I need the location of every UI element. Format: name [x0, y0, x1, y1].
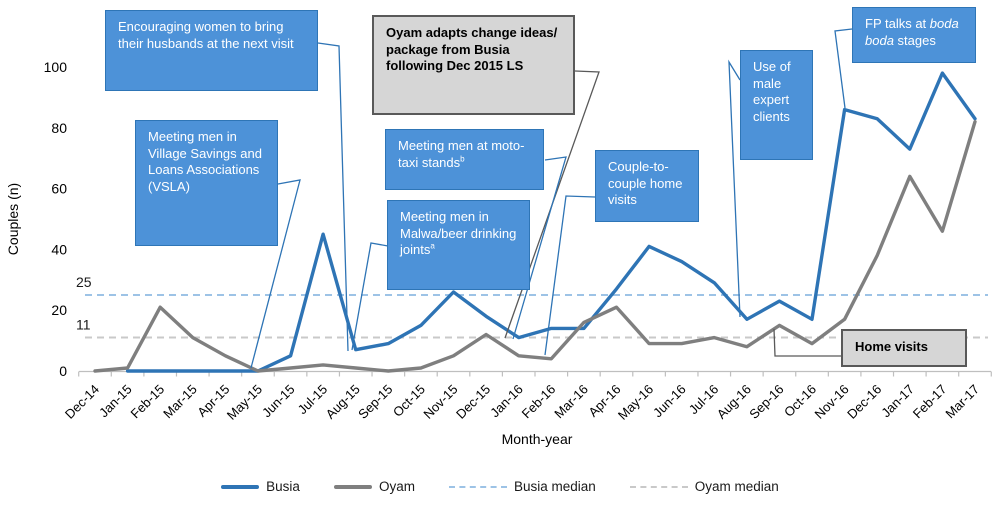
x-tick-label: May-15: [224, 382, 265, 423]
x-tick-label: Mar-15: [160, 382, 200, 422]
legend-label: Oyam median: [694, 479, 779, 494]
x-tick-label: May-16: [615, 382, 656, 423]
callout-home-visits-text: Home visits: [855, 339, 928, 354]
x-tick-label: Aug-16: [714, 382, 754, 422]
callout-moto-taxi-text: Meeting men at moto-taxi stands: [398, 138, 525, 170]
x-tick-label: Dec-15: [453, 382, 493, 422]
x-tick-label: Mar-16: [551, 382, 591, 422]
callout-encouraging-women-connector: [317, 42, 349, 352]
legend-swatch: [221, 484, 260, 489]
callout-encouraging-women-text: Encouraging women to bring their husband…: [118, 19, 294, 51]
callout-malwa-text: Meeting men in Malwa/beer drinking joint…: [400, 209, 517, 258]
x-tick-label: Jan-17: [878, 382, 917, 421]
x-tick-label: Jan-16: [487, 382, 526, 421]
y-tick-label: 60: [51, 181, 67, 197]
callout-fp-talks: FP talks at boda boda stages: [852, 7, 976, 63]
callout-home-visits-connector: [773, 328, 841, 357]
callout-oyam-adapts: Oyam adapts change ideas/ package from B…: [372, 15, 575, 115]
callout-male-expert-clients: Use of male expert clients: [740, 50, 813, 160]
callout-fp-talks-text: boda boda: [865, 16, 959, 48]
x-tick-label: Dec-16: [844, 382, 884, 422]
y-tick-label: 0: [59, 363, 67, 379]
series-line-oyam: [93, 120, 977, 373]
legend-swatch: [629, 485, 688, 488]
x-tick-label: Aug-15: [323, 382, 363, 422]
legend-item-oyam: Oyam: [333, 479, 415, 494]
x-tick-label: Mar-17: [942, 382, 982, 422]
x-axis-title: Month-year: [502, 431, 573, 447]
median-value-label: 25: [76, 274, 92, 290]
y-tick-label: 40: [51, 241, 67, 257]
callout-home-visits: Home visits: [841, 329, 967, 367]
callout-oyam-adapts-connector: [504, 70, 600, 339]
callout-couple-to-couple-text: Couple-to-couple home visits: [608, 159, 683, 208]
callout-fp-talks-text: FP talks at: [865, 16, 930, 31]
legend-swatch: [448, 485, 507, 488]
x-tick-label: Feb-17: [910, 382, 950, 422]
y-tick-label: 80: [51, 120, 67, 136]
callout-moto-taxi-connector: [512, 156, 567, 340]
callout-couple-to-couple: Couple-to-couple home visits: [595, 150, 699, 222]
callout-fp-talks-text: stages: [893, 32, 936, 48]
callout-vsla-connector: [250, 179, 301, 369]
callout-couple-to-couple-connector: [544, 195, 596, 356]
x-tick-label: Feb-15: [128, 382, 168, 422]
callout-malwa-connector: [351, 242, 389, 351]
y-axis-title: Couples (n): [5, 183, 21, 255]
x-tick-label: Feb-16: [519, 382, 559, 422]
series-line-busia: [125, 71, 977, 373]
x-tick-label: Nov-16: [812, 382, 852, 422]
callout-vsla-text: Meeting men in Village Savings and Loans…: [148, 129, 262, 194]
legend-label: Busia median: [513, 479, 596, 494]
x-tick-label: Dec-14: [62, 382, 102, 422]
y-tick-label: 20: [51, 302, 67, 318]
callout-malwa: Meeting men in Malwa/beer drinking joint…: [387, 200, 530, 290]
callout-malwa-text: a: [430, 241, 435, 251]
callout-encouraging-women: Encouraging women to bring their husband…: [105, 10, 318, 91]
x-tick-label: Sep-15: [355, 382, 395, 422]
x-tick-label: Jan-15: [96, 382, 135, 421]
x-tick-label: Nov-15: [420, 382, 460, 422]
y-tick-label: 100: [44, 59, 68, 75]
legend-item-oyam-median: Oyam median: [629, 479, 779, 494]
legend-label: Oyam: [378, 479, 415, 494]
median-value-label: 11: [76, 317, 91, 333]
legend-swatch: [333, 484, 372, 489]
callout-male-expert-clients-text: Use of male expert clients: [753, 59, 791, 124]
x-tick-label: Jun-16: [650, 382, 689, 421]
legend-item-busia: Busia: [221, 479, 300, 494]
legend-label: Busia: [266, 479, 300, 494]
callout-fp-talks-connector: [834, 28, 853, 109]
chart-legend: Busia Oyam Busia median Oyam median: [0, 479, 1000, 494]
x-tick-label: Jun-15: [259, 382, 298, 421]
legend-item-busia-median: Busia median: [448, 479, 596, 494]
callout-moto-taxi: Meeting men at moto-taxi standsb: [385, 129, 544, 190]
callout-vsla: Meeting men in Village Savings and Loans…: [135, 120, 278, 246]
callout-oyam-adapts-text: Oyam adapts change ideas/ package from B…: [386, 25, 558, 74]
callout-moto-taxi-text: b: [460, 154, 465, 164]
x-tick-label: Sep-16: [746, 382, 786, 422]
callout-male-expert-clients-connector: [728, 59, 741, 318]
